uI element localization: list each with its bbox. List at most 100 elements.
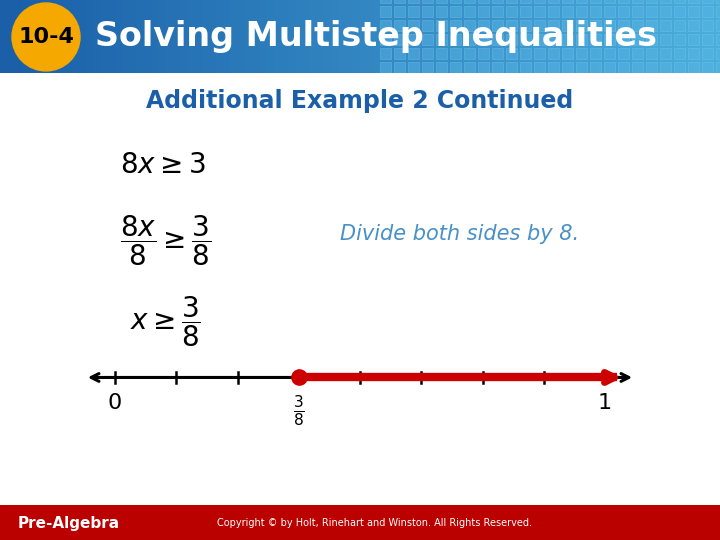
Bar <box>446 0 454 73</box>
Bar <box>534 48 545 59</box>
Bar <box>604 48 615 59</box>
Bar <box>688 34 699 45</box>
Bar <box>716 0 720 3</box>
Text: $\frac{3}{8}$: $\frac{3}{8}$ <box>293 393 305 428</box>
Bar <box>716 6 720 17</box>
Bar <box>464 20 475 31</box>
Text: Divide both sides by 8.: Divide both sides by 8. <box>340 224 579 244</box>
Bar <box>492 6 503 17</box>
Bar <box>410 0 418 73</box>
Bar <box>122 0 130 73</box>
Bar <box>626 0 634 73</box>
Bar <box>646 34 657 45</box>
Bar <box>716 34 720 45</box>
Bar <box>618 0 629 3</box>
Bar <box>331 0 338 73</box>
Bar <box>478 6 489 17</box>
Bar <box>353 0 360 73</box>
Bar <box>632 62 643 73</box>
Bar <box>576 62 587 73</box>
Bar <box>418 0 425 73</box>
Bar <box>166 0 173 73</box>
Bar <box>422 62 433 73</box>
Bar <box>482 0 490 73</box>
Bar <box>562 34 573 45</box>
Bar <box>662 0 670 73</box>
Bar <box>520 48 531 59</box>
Text: Solving Multistep Inequalities: Solving Multistep Inequalities <box>95 21 657 53</box>
Bar <box>612 0 619 73</box>
Bar <box>562 0 573 3</box>
Bar <box>632 48 643 59</box>
Bar <box>187 0 194 73</box>
Bar <box>317 0 324 73</box>
Bar <box>590 6 601 17</box>
Bar <box>115 0 122 73</box>
Bar <box>569 0 576 73</box>
Bar <box>36 0 43 73</box>
Bar <box>259 0 266 73</box>
Bar <box>158 0 166 73</box>
Bar <box>688 0 699 3</box>
Text: 10-4: 10-4 <box>18 27 74 47</box>
Bar <box>576 20 587 31</box>
Bar <box>583 0 590 73</box>
Bar <box>464 48 475 59</box>
Bar <box>618 6 629 17</box>
Bar <box>646 20 657 31</box>
Bar <box>660 34 671 45</box>
Bar <box>380 6 391 17</box>
Bar <box>605 0 612 73</box>
Bar <box>520 6 531 17</box>
Bar <box>394 6 405 17</box>
Bar <box>646 62 657 73</box>
Bar <box>698 0 706 73</box>
Bar <box>548 48 559 59</box>
Text: $x \geq \dfrac{3}{8}$: $x \geq \dfrac{3}{8}$ <box>130 294 201 349</box>
Bar <box>534 34 545 45</box>
Bar <box>464 0 475 3</box>
Bar <box>713 0 720 73</box>
Bar <box>548 6 559 17</box>
Bar <box>716 20 720 31</box>
Bar <box>702 62 713 73</box>
Bar <box>439 0 446 73</box>
Bar <box>506 0 517 3</box>
Bar <box>604 34 615 45</box>
Bar <box>22 0 29 73</box>
Bar <box>604 0 615 3</box>
Bar <box>380 20 391 31</box>
Bar <box>43 0 50 73</box>
Bar <box>562 48 573 59</box>
Bar <box>674 0 685 3</box>
Bar <box>450 62 461 73</box>
Bar <box>702 20 713 31</box>
Bar <box>450 34 461 45</box>
Bar <box>618 48 629 59</box>
Bar <box>497 0 504 73</box>
Bar <box>338 0 346 73</box>
Bar <box>646 0 657 3</box>
Bar <box>648 0 655 73</box>
Bar <box>432 0 439 73</box>
Bar <box>382 0 389 73</box>
Bar <box>380 62 391 73</box>
Bar <box>590 48 601 59</box>
Bar <box>422 48 433 59</box>
Bar <box>50 0 58 73</box>
Bar <box>380 48 391 59</box>
Bar <box>454 0 461 73</box>
Bar <box>324 0 331 73</box>
Bar <box>79 0 86 73</box>
Bar <box>660 20 671 31</box>
Bar <box>590 20 601 31</box>
Bar <box>380 34 391 45</box>
Bar <box>660 0 671 3</box>
Bar <box>7 0 14 73</box>
Bar <box>632 20 643 31</box>
Bar <box>548 34 559 45</box>
Bar <box>266 0 274 73</box>
Bar <box>562 6 573 17</box>
Bar <box>492 20 503 31</box>
Bar <box>634 0 641 73</box>
